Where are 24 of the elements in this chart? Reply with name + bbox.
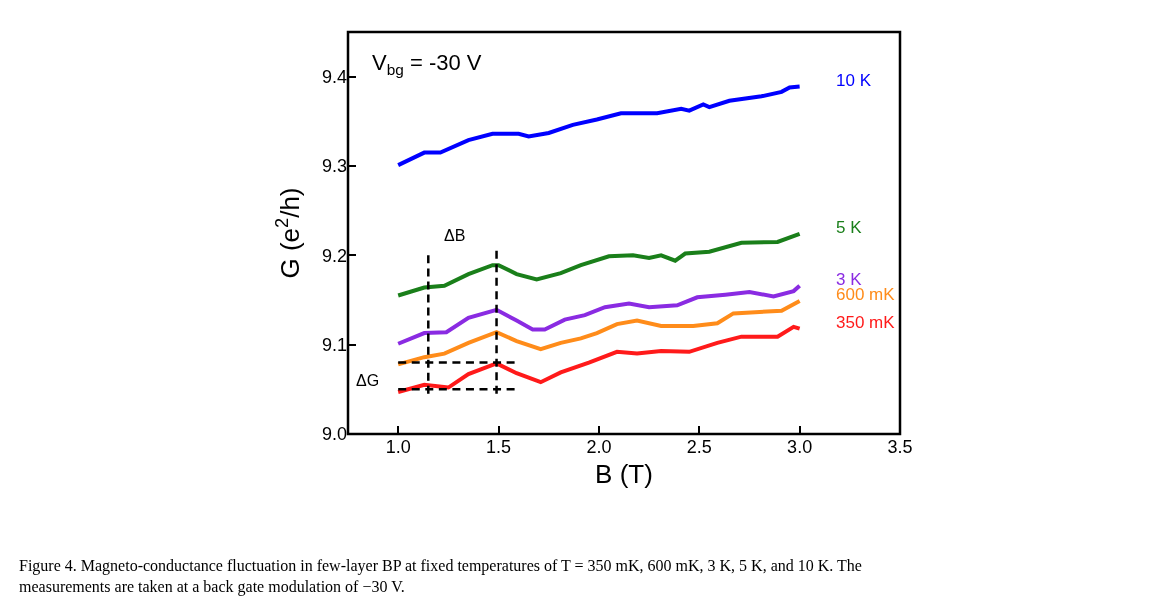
line-series <box>396 283 802 346</box>
x-tick-label: 2.0 <box>586 437 612 457</box>
x-tick-label: 1.5 <box>486 437 512 457</box>
x-tick-label: 2.5 <box>686 437 712 457</box>
x-axis-title: B (T) <box>595 458 653 489</box>
x-tick-label: 1.0 <box>385 437 411 457</box>
y-tick-label: 9.4 <box>321 66 347 87</box>
text: 350 mK <box>836 313 896 332</box>
text: 10 K <box>836 71 872 90</box>
x-tick-label: 3.0 <box>787 437 813 457</box>
caption: Figure 4. Magneto-conductance fluctuation in few-layer BP at fixed temperatures of T = 350 mK, 600 mK, 3 K, 5 K, and 10 K. The measurements are taken at a back gate modulation of −30 V. <box>19 557 862 596</box>
line-series <box>396 231 802 298</box>
y-tick-label: 9.0 <box>321 424 347 445</box>
line-series <box>396 324 802 395</box>
annotation: ΔB <box>444 227 466 244</box>
line-series <box>396 84 802 168</box>
line-series <box>396 298 802 367</box>
y-tick-label: 9.2 <box>321 245 347 266</box>
y-tick-label: 9.1 <box>321 334 347 355</box>
annotation: V$_{bg}$ = -30 V <box>372 50 482 78</box>
text: 5 K <box>836 218 863 237</box>
y-tick-label: 9.3 <box>321 156 347 177</box>
annotation: ΔG <box>356 372 380 389</box>
x-tick-label: 3.5 <box>887 437 913 457</box>
